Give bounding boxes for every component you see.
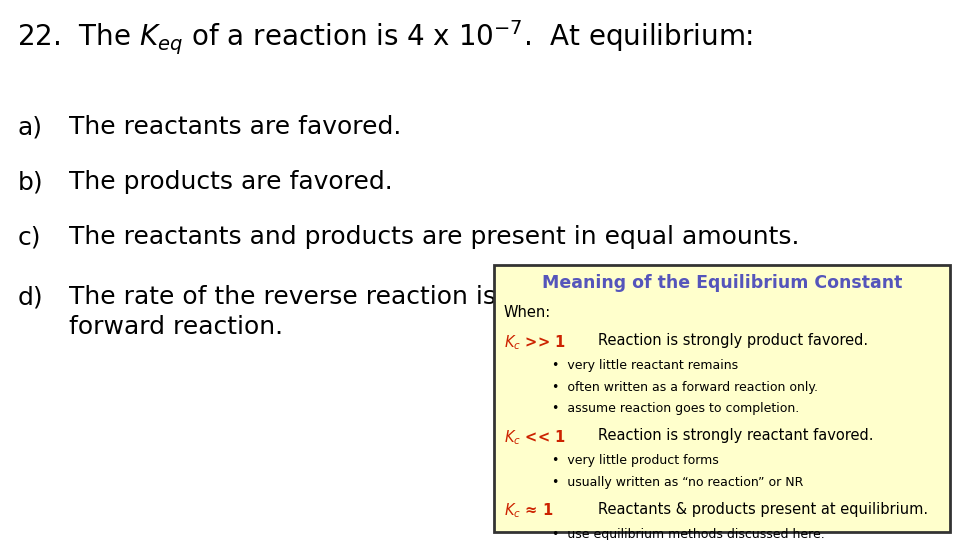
Text: 22.  The $K_{eq}$ of a reaction is 4 x 10$^{-7}$.  At equilibrium:: 22. The $K_{eq}$ of a reaction is 4 x 10…	[17, 19, 753, 57]
Text: •  very little reactant remains: • very little reactant remains	[552, 359, 738, 372]
Text: When:: When:	[504, 305, 551, 320]
Text: The reactants and products are present in equal amounts.: The reactants and products are present i…	[69, 225, 800, 249]
Text: •  very little product forms: • very little product forms	[552, 454, 719, 467]
Text: $\mathit{K}_c$ ≈ 1: $\mathit{K}_c$ ≈ 1	[504, 502, 553, 521]
Text: a): a)	[17, 115, 42, 139]
Text: The rate of the reverse reaction is much greater than the rate of the
forward re: The rate of the reverse reaction is much…	[69, 285, 927, 339]
Text: The reactants are favored.: The reactants are favored.	[69, 115, 401, 139]
Text: •  use equilibrium methods discussed here.: • use equilibrium methods discussed here…	[552, 528, 825, 540]
Text: Reaction is strongly product favored.: Reaction is strongly product favored.	[598, 333, 868, 348]
Text: •  often written as a forward reaction only.: • often written as a forward reaction on…	[552, 381, 818, 394]
Text: b): b)	[17, 170, 43, 194]
Text: $\mathit{K}_c$ >> 1: $\mathit{K}_c$ >> 1	[504, 333, 565, 352]
Text: •  assume reaction goes to completion.: • assume reaction goes to completion.	[552, 402, 800, 415]
Text: $\mathit{K}_c$ << 1: $\mathit{K}_c$ << 1	[504, 428, 565, 447]
Text: Reactants & products present at equilibrium.: Reactants & products present at equilibr…	[598, 502, 928, 517]
Text: •  usually written as “no reaction” or NR: • usually written as “no reaction” or NR	[552, 476, 804, 489]
Text: c): c)	[17, 225, 40, 249]
FancyBboxPatch shape	[494, 265, 950, 532]
Text: The products are favored.: The products are favored.	[69, 170, 393, 194]
Text: Reaction is strongly reactant favored.: Reaction is strongly reactant favored.	[598, 428, 874, 443]
Text: Meaning of the Equilibrium Constant: Meaning of the Equilibrium Constant	[542, 274, 902, 292]
Text: d): d)	[17, 285, 43, 309]
